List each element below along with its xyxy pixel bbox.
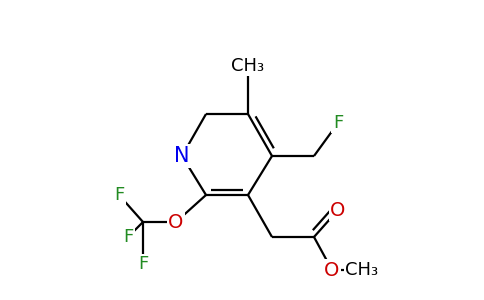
Text: F: F [123, 228, 133, 246]
Text: F: F [114, 186, 124, 204]
Text: CH₃: CH₃ [231, 57, 265, 75]
Text: O: O [168, 212, 184, 232]
Text: N: N [174, 146, 190, 166]
Text: CH₃: CH₃ [346, 261, 378, 279]
Text: F: F [333, 114, 343, 132]
Text: O: O [324, 260, 340, 280]
Text: F: F [138, 255, 148, 273]
Text: O: O [330, 200, 346, 220]
